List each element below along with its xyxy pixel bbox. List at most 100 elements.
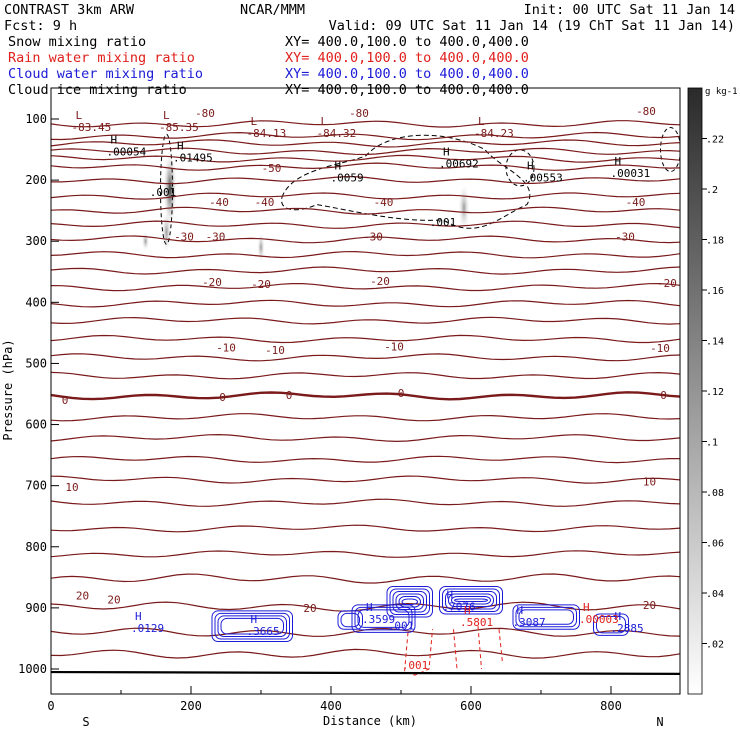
y-axis-label: Pressure (hPa) [1, 339, 15, 440]
extremum-value: .01495 [173, 152, 213, 165]
temperature-contour-line [51, 353, 680, 362]
extremum-mark: H [583, 601, 590, 614]
cloud-water-contour [439, 585, 503, 615]
temperature-contour-line [51, 433, 680, 443]
temperature-contour-line [51, 192, 680, 200]
extremum-value: .00031 [611, 167, 651, 180]
plot-frame [50, 87, 681, 695]
temperature-contour-line [51, 371, 680, 380]
y-tick-label: 600 [25, 418, 47, 432]
contour-label: -50 [262, 162, 282, 175]
contour-value-label: .001 [430, 216, 457, 229]
extremum-marker: H.2885 [611, 610, 644, 635]
extremum-marker: L-85.35 [159, 109, 199, 134]
extremum-marker: L-84.32 [317, 115, 357, 140]
colorbar-unit: g kg-1 [705, 87, 738, 97]
extremum-mark: H [335, 160, 342, 173]
extremum-value: .00054 [107, 145, 147, 158]
field-rain-xy: XY= 400.0,100.0 to 400.0,400.0 [285, 50, 529, 66]
cloud-ice-contour [505, 149, 535, 187]
extremum-marker: H.01495 [173, 140, 213, 165]
misc-labels: .001 .001 .001 .001 [150, 186, 457, 672]
extremum-value: -83.45 [72, 121, 112, 134]
temperature-contour-line [51, 154, 680, 163]
contour-label: 20 [107, 593, 120, 606]
extremum-marker: H.00692 [439, 146, 479, 171]
cloud-water-contour [337, 610, 363, 630]
colorbar-tick-label: .08 [706, 488, 724, 499]
contour-label: -10 [265, 344, 285, 357]
x-axis-label: Distance (km) [323, 714, 417, 728]
cloud-water-contour [395, 593, 424, 611]
contour-label: -10 [216, 342, 236, 355]
temperature-contour-line [51, 176, 680, 185]
extremum-marker: H.7076 [443, 589, 476, 614]
snow-plume-main [163, 149, 177, 230]
rain-contour [403, 629, 433, 676]
extremum-marker: H.3665 [247, 613, 280, 638]
snow-shading [141, 149, 470, 264]
temperature-contour-line [51, 266, 680, 275]
x-tick-label: 0 [47, 699, 54, 713]
rain-contour [453, 626, 503, 670]
cloud-water-contours [211, 585, 629, 642]
cloud-ice-contours [160, 127, 680, 245]
y-tick-label: 1000 [18, 662, 47, 676]
y-tick-label: 400 [25, 295, 47, 309]
field-cloudice-name: Cloud ice mixing ratio [8, 82, 187, 98]
contour-label: -30 [206, 230, 226, 243]
temperature-contour-line [51, 220, 680, 229]
colorbar-tick-label: .16 [706, 286, 724, 297]
cloud-water-contour [398, 595, 421, 608]
extremum-value: .0129 [131, 622, 164, 635]
extremum-marker: L-83.45 [72, 109, 112, 134]
contour-label: 0 [660, 389, 667, 402]
contour-labels: -80 -80 -80 -50 -40 -40 -40 -40 -30 -30 -30 -30 -20 -… [62, 105, 677, 615]
snow-plume-faint [257, 231, 265, 264]
extremum-mark: H [177, 140, 184, 153]
temperature-contour-line [51, 120, 680, 128]
extremum-mark: H [443, 146, 450, 159]
contour-label: -40 [626, 196, 646, 209]
cloud-water-contour [392, 590, 427, 613]
field-snow-xy: XY= 400.0,100.0 to 400.0,400.0 [285, 34, 529, 50]
cloud-water-contour [593, 613, 629, 636]
colorbar-ticks: .22 .2 .18 .16 .14 .12 .1 .08 .06 .04 .02 [702, 135, 724, 651]
contour-label: -10 [384, 340, 404, 353]
contour-label: -40 [209, 196, 229, 209]
y-tick-label: 800 [25, 540, 47, 554]
x-tick-label: 200 [180, 699, 202, 713]
contour-label: -20 [370, 275, 390, 288]
temperature-contour-line [51, 299, 680, 308]
cloud-water-contour [454, 598, 488, 602]
extremum-marker: H.0059 [331, 160, 364, 185]
temperature-contour-line [51, 550, 680, 558]
cloud-water-contour [445, 590, 497, 610]
x-tick-label: 600 [460, 699, 482, 713]
temperature-contour-line [51, 475, 680, 484]
cloud-water-contour [357, 609, 410, 628]
extremum-value: .3087 [513, 616, 546, 629]
cloud-water-contour [518, 609, 574, 625]
y-tick-label: 100 [25, 112, 47, 126]
cloud-ice-contour [160, 133, 173, 245]
contour-label: 20 [303, 602, 316, 615]
extremum-mark: H [447, 589, 454, 602]
cloud-water-contour [214, 612, 290, 640]
temperature-contour-line [51, 316, 680, 325]
colorbar-unit-text: g kg-1 [705, 87, 738, 97]
temperature-contour-line [51, 573, 680, 584]
extremum-mark: L [478, 115, 485, 128]
cloud-water-contour [220, 617, 284, 635]
contour-label: 20 [643, 599, 656, 612]
colorbar-tick-label: .22 [706, 135, 724, 146]
x-tick-label: 400 [320, 699, 342, 713]
temperature-contour-line [51, 206, 680, 215]
extremum-mark: H [135, 610, 142, 623]
temperature-contour-line [51, 391, 680, 401]
extremum-mark: L [321, 115, 328, 128]
contour-label: -40 [255, 196, 275, 209]
colorbar-tick-label: .06 [706, 539, 724, 550]
x-end-left-label: S [82, 715, 89, 729]
